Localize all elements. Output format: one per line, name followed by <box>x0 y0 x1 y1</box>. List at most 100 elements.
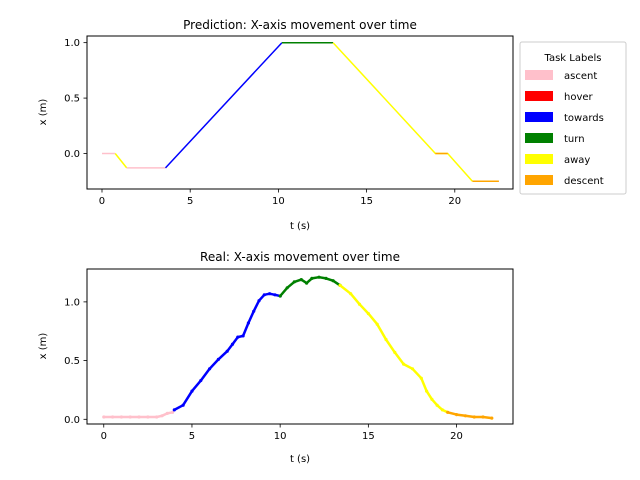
real-series-ascent-trace <box>103 411 173 419</box>
real-point-away <box>440 408 444 412</box>
real-y-axis-label: x (m) <box>38 333 49 360</box>
real-point-ascent <box>160 414 164 418</box>
real-point-descent <box>455 413 459 417</box>
real-point-away <box>338 283 342 287</box>
real-x-tick-label: 5 <box>189 431 195 442</box>
real-x-axis-label: t (s) <box>290 454 310 465</box>
legend: Task Labels ascent hover towards turn away de… <box>519 41 627 195</box>
real-x-tick-label: 15 <box>362 431 375 442</box>
real-point-descent <box>463 414 467 418</box>
legend-label-towards: towards <box>564 113 604 124</box>
real-x-tick-label: 10 <box>274 431 287 442</box>
real-plot: Real: X-axis movement over time 0 5 10 15 20… <box>38 250 514 465</box>
real-point-towards <box>273 293 277 297</box>
real-point-ascent <box>137 415 141 419</box>
legend-swatch-towards <box>525 112 553 122</box>
legend-swatch-ascent <box>525 70 553 80</box>
real-point-descent <box>490 416 494 420</box>
real-series-ascent <box>102 410 175 419</box>
real-x-tick-label: 20 <box>450 431 463 442</box>
real-point-away <box>349 292 353 296</box>
real-point-towards <box>208 367 212 371</box>
real-x-tick-label: 0 <box>101 431 107 442</box>
legend-items: ascent hover towards turn away descent <box>525 70 604 187</box>
real-y-ticks: 0.0 0.5 1.0 <box>64 297 87 426</box>
real-point-away <box>384 337 388 342</box>
real-plot-frame <box>86 268 514 425</box>
real-point-towards <box>190 389 194 393</box>
real-point-towards <box>268 292 272 296</box>
real-series-towards <box>172 292 282 412</box>
legend-label-away: away <box>564 155 590 166</box>
legend-swatch-turn <box>525 133 553 143</box>
legend-swatch-descent <box>525 175 553 185</box>
prediction-x-tick-label: 5 <box>187 196 193 207</box>
legend-label-hover: hover <box>564 92 594 103</box>
real-point-away <box>357 302 362 306</box>
real-point-away <box>410 367 415 371</box>
real-point-towards <box>262 293 266 297</box>
prediction-x-tick-label: 20 <box>448 196 461 207</box>
prediction-y-tick-label: 1.0 <box>64 38 80 49</box>
legend-title: Task Labels <box>544 53 602 64</box>
real-point-turn <box>305 281 309 285</box>
real-point-away <box>402 362 406 366</box>
real-point-away <box>435 403 439 407</box>
real-point-descent <box>481 415 485 419</box>
prediction-series-away-line <box>114 153 128 169</box>
real-point-towards <box>216 357 220 361</box>
prediction-plot-frame <box>86 35 514 190</box>
real-point-turn <box>292 280 296 284</box>
prediction-y-axis-label: x (m) <box>38 99 49 126</box>
real-point-away <box>393 350 397 354</box>
real-point-turn <box>317 275 321 279</box>
real-point-away <box>425 389 429 393</box>
real-point-towards <box>181 403 185 407</box>
real-y-tick-label: 0.0 <box>64 415 80 426</box>
real-point-towards <box>246 321 250 325</box>
real-point-turn <box>278 294 282 298</box>
real-point-turn <box>310 276 314 280</box>
real-plot-title: Real: X-axis movement over time <box>200 250 400 264</box>
real-point-away <box>419 376 423 380</box>
real-series-away-trace <box>339 284 449 414</box>
prediction-plot: Prediction: X-axis movement over time 0 5… <box>38 18 514 232</box>
real-point-ascent <box>155 415 159 419</box>
prediction-series-group <box>102 41 499 182</box>
real-point-towards <box>236 335 240 339</box>
real-series-descent-trace <box>447 411 492 420</box>
real-point-ascent <box>128 415 132 419</box>
real-point-ascent <box>111 415 115 419</box>
prediction-plot-title: Prediction: X-axis movement over time <box>183 18 417 32</box>
real-point-towards <box>172 408 176 412</box>
legend-swatch-hover <box>525 91 553 101</box>
prediction-x-tick-label: 0 <box>99 196 105 207</box>
real-x-ticks: 0 5 10 15 20 <box>101 424 463 442</box>
real-point-away <box>375 322 379 326</box>
real-point-turn <box>285 286 289 290</box>
real-series-descent <box>446 410 494 420</box>
prediction-x-tick-label: 15 <box>360 196 373 207</box>
real-point-ascent <box>146 415 150 419</box>
real-point-turn <box>299 278 303 282</box>
real-series-away <box>338 283 450 414</box>
prediction-series-towards-line <box>164 42 283 169</box>
real-point-ascent <box>171 410 175 414</box>
prediction-x-ticks: 0 5 10 15 20 <box>99 189 461 207</box>
real-y-tick-label: 0.5 <box>64 356 80 367</box>
real-point-descent <box>446 410 450 414</box>
real-series-turn-trace <box>279 275 341 297</box>
real-series-turn <box>278 275 342 298</box>
real-series-group <box>102 275 494 420</box>
real-point-towards <box>241 334 245 338</box>
prediction-y-tick-label: 0.0 <box>64 149 80 160</box>
real-point-turn <box>324 276 328 280</box>
real-y-tick-label: 1.0 <box>64 297 80 308</box>
real-point-descent <box>472 415 476 419</box>
real-point-towards <box>230 342 235 346</box>
legend-label-ascent: ascent <box>564 71 597 82</box>
real-point-towards <box>252 309 256 313</box>
legend-swatch-away <box>525 154 553 164</box>
prediction-y-tick-label: 0.5 <box>64 94 80 105</box>
